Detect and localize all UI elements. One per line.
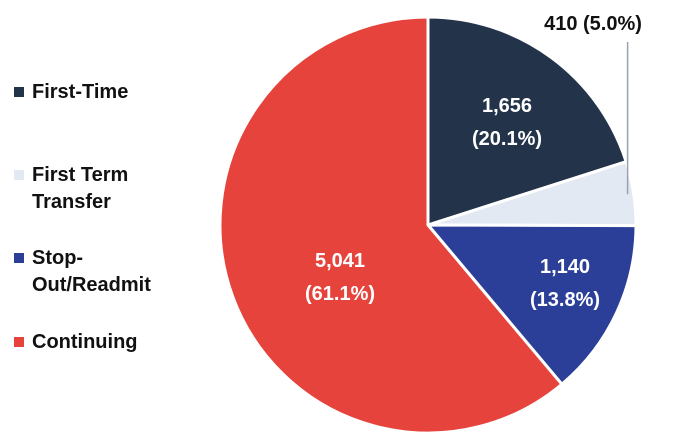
data-label-percent: (61.1%) bbox=[305, 283, 375, 305]
data-label-percent: (20.1%) bbox=[472, 128, 542, 150]
data-label-value: 410 (5.0%) bbox=[544, 13, 642, 35]
data-label-percent: (13.8%) bbox=[530, 289, 600, 311]
pie-slices bbox=[218, 15, 638, 434]
pie-slice-stop-out-readmit bbox=[426, 223, 638, 386]
pie-slice-continuing bbox=[218, 15, 564, 434]
data-label-value: 5,041 bbox=[315, 250, 365, 272]
data-label-value: 1,656 bbox=[482, 95, 532, 117]
pie-slice-first-time bbox=[426, 15, 628, 227]
data-label-value: 1,140 bbox=[540, 256, 590, 278]
data-labels: 1,656 (20.1%) 410 (5.0%) 1,140 (13.8%) 5,041 (… bbox=[305, 13, 642, 311]
